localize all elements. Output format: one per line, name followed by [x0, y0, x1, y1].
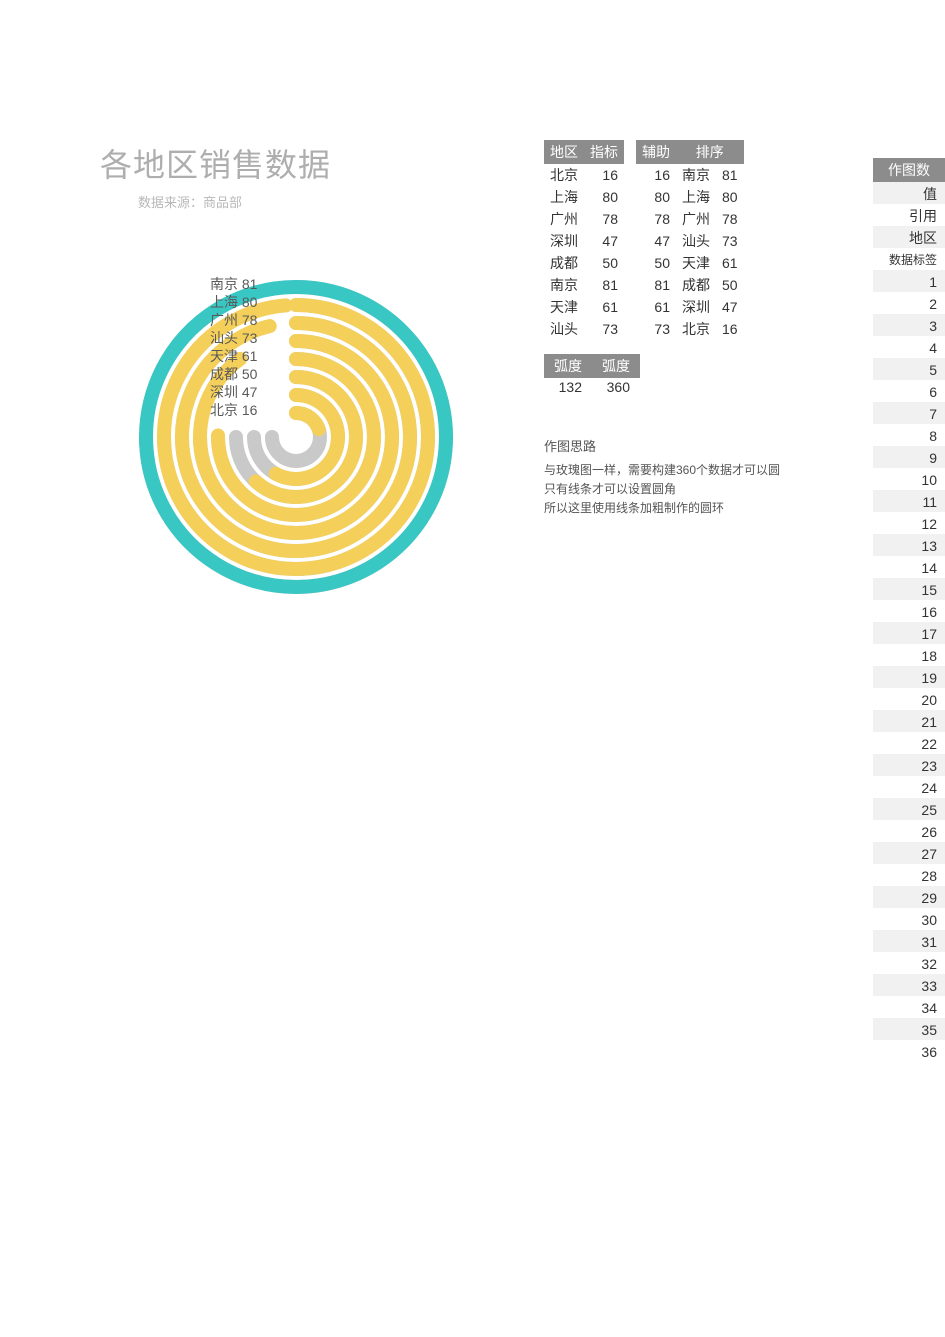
rn-number-cell: 10 [873, 468, 945, 490]
chart-subtitle: 数据来源：商品部 [138, 192, 540, 211]
rn-number-cell: 8 [873, 424, 945, 446]
ring-label: 深圳 47 [210, 383, 257, 401]
rn-text-cell: 值 [873, 182, 945, 204]
right-number-column: 作图数 值引用地区数据标签123456789101112131415161718… [873, 158, 945, 1062]
rn-number-cell: 31 [873, 930, 945, 952]
rn-number-cell: 5 [873, 358, 945, 380]
ring-label: 上海 80 [210, 293, 257, 311]
rn-number-cell: 25 [873, 798, 945, 820]
table-row: 汕头7373北京16 [544, 318, 744, 340]
rn-number-cell: 15 [873, 578, 945, 600]
table-header: 排序 [676, 140, 744, 164]
table-header: 地区 [544, 140, 584, 164]
arc-value: 132 [544, 378, 592, 396]
rn-number-cell: 18 [873, 644, 945, 666]
rn-number-cell: 28 [873, 864, 945, 886]
rn-number-cell: 2 [873, 292, 945, 314]
right-number-header: 作图数 [873, 158, 945, 182]
arc-table: 弧度弧度 132360 [544, 354, 640, 396]
rn-number-cell: 3 [873, 314, 945, 336]
table-row: 上海8080上海80 [544, 186, 744, 208]
arc-header: 弧度 [592, 354, 640, 378]
arc-value: 360 [592, 378, 640, 396]
rn-number-cell: 12 [873, 512, 945, 534]
rn-text-cell: 地区 [873, 226, 945, 248]
rn-number-cell: 24 [873, 776, 945, 798]
rn-number-cell: 20 [873, 688, 945, 710]
rn-number-cell: 34 [873, 996, 945, 1018]
rn-number-cell: 33 [873, 974, 945, 996]
rn-number-cell: 6 [873, 380, 945, 402]
data-table: 地区指标辅助排序 北京1616南京81上海8080上海80广州7878广州78深… [544, 140, 744, 340]
rn-number-cell: 27 [873, 842, 945, 864]
table-row: 天津6161深圳47 [544, 296, 744, 318]
ring-label: 汕头 73 [210, 329, 257, 347]
table-row: 南京8181成都50 [544, 274, 744, 296]
ring-label: 天津 61 [210, 347, 257, 365]
rn-number-cell: 23 [873, 754, 945, 776]
rn-number-cell: 1 [873, 270, 945, 292]
ring-label: 南京 81 [210, 275, 257, 293]
rn-number-cell: 35 [873, 1018, 945, 1040]
rn-number-cell: 17 [873, 622, 945, 644]
table-row: 广州7878广州78 [544, 208, 744, 230]
rn-number-cell: 16 [873, 600, 945, 622]
rn-number-cell: 13 [873, 534, 945, 556]
rn-text-cell: 数据标签 [873, 248, 945, 270]
rn-number-cell: 32 [873, 952, 945, 974]
table-header: 指标 [584, 140, 624, 164]
ring-label: 广州 78 [210, 311, 257, 329]
rn-number-cell: 4 [873, 336, 945, 358]
rn-number-cell: 14 [873, 556, 945, 578]
chart-ring-labels: 南京 81上海 80广州 78汕头 73天津 61成都 50深圳 47北京 16 [210, 275, 257, 419]
ring-label: 北京 16 [210, 401, 257, 419]
rn-number-cell: 29 [873, 886, 945, 908]
radial-bar-chart: 南京 81上海 80广州 78汕头 73天津 61成都 50深圳 47北京 16 [100, 221, 540, 646]
rn-number-cell: 9 [873, 446, 945, 468]
table-row: 成都5050天津61 [544, 252, 744, 274]
rn-text-cell: 引用 [873, 204, 945, 226]
rn-number-cell: 36 [873, 1040, 945, 1062]
table-header: 辅助 [636, 140, 676, 164]
rn-number-cell: 22 [873, 732, 945, 754]
rn-number-cell: 11 [873, 490, 945, 512]
rn-number-cell: 7 [873, 402, 945, 424]
table-row: 深圳4747汕头73 [544, 230, 744, 252]
rn-number-cell: 19 [873, 666, 945, 688]
rn-number-cell: 26 [873, 820, 945, 842]
ring-label: 成都 50 [210, 365, 257, 383]
chart-title: 各地区销售数据 [100, 140, 540, 186]
rn-number-cell: 21 [873, 710, 945, 732]
table-row: 北京1616南京81 [544, 164, 744, 186]
rn-number-cell: 30 [873, 908, 945, 930]
arc-header: 弧度 [544, 354, 592, 378]
